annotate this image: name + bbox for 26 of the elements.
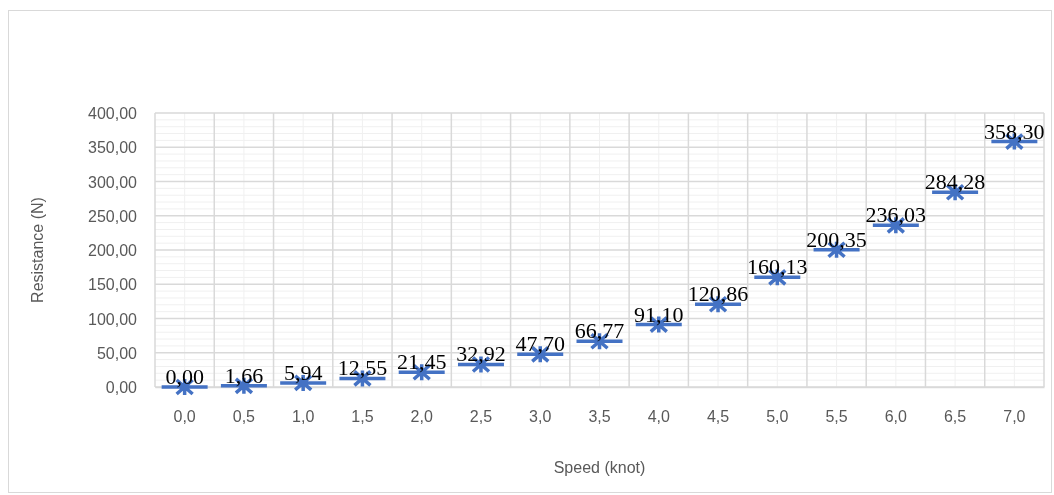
x-tick-label: 4,0	[647, 408, 670, 426]
y-tick-label: 150,00	[88, 276, 138, 294]
y-tick-label: 400,00	[88, 105, 138, 123]
y-tick-label: 0,00	[105, 379, 138, 397]
y-tick-label: 50,00	[96, 344, 138, 362]
x-tick-label: 5,5	[825, 408, 848, 426]
x-tick-label: 0,0	[173, 408, 196, 426]
x-tick-label: 0,5	[232, 408, 256, 426]
y-axis-title: Resistance (N)	[29, 197, 46, 303]
x-tick-label: 1,5	[351, 408, 374, 426]
y-tick-label: 200,00	[88, 242, 138, 260]
x-axis-title: Speed (knot)	[553, 459, 646, 476]
x-tick-label: 5,0	[766, 408, 789, 426]
x-tick-label: 6,5	[943, 408, 967, 426]
x-tick-label: 4,5	[706, 408, 730, 426]
x-tick-label: 3,0	[529, 408, 552, 426]
x-tick-label: 7,0	[1003, 408, 1026, 426]
y-tick-label: 250,00	[88, 207, 138, 225]
x-tick-label: 6,0	[884, 408, 908, 426]
y-tick-label: 100,00	[88, 310, 138, 328]
x-tick-label: 2,5	[469, 408, 493, 426]
y-tick-label: 300,00	[88, 173, 138, 191]
x-tick-label: 1,0	[292, 408, 315, 426]
x-tick-label: 2,0	[410, 408, 433, 426]
x-tick-label: 3,5	[588, 408, 611, 426]
y-tick-label: 350,00	[88, 139, 138, 157]
